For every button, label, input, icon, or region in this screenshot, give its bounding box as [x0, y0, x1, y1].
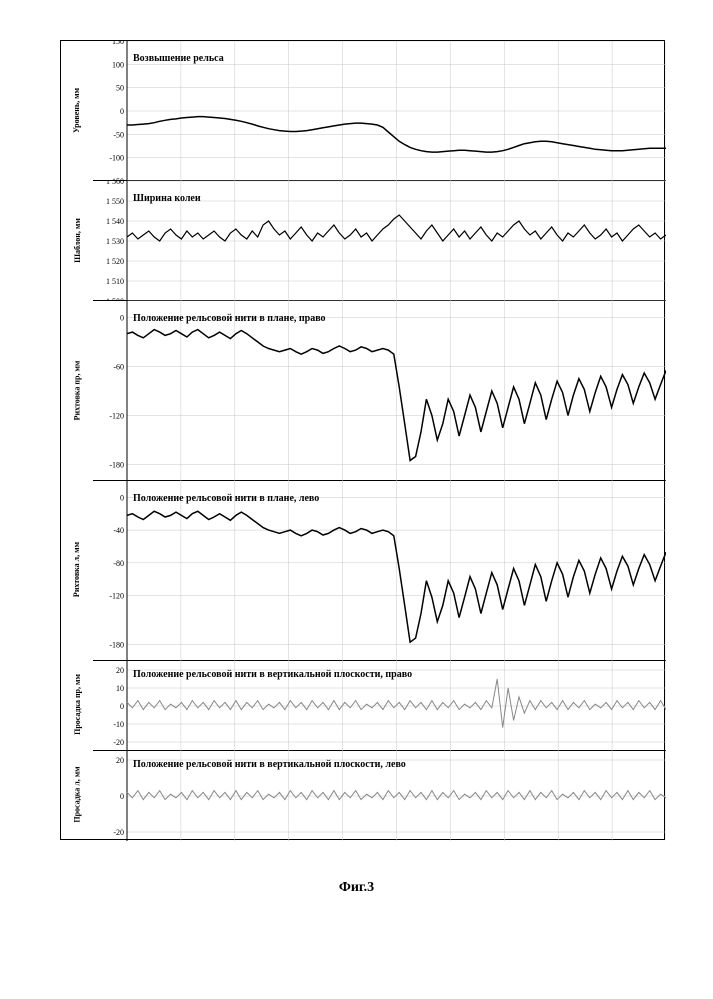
svg-text:-20: -20: [113, 828, 124, 837]
chart-title: Возвышение рельса: [133, 53, 224, 64]
chart-panel: -20 -10 0 10 20 Положение рельсовой нити в ве…: [93, 661, 666, 751]
svg-text:0: 0: [120, 493, 124, 502]
y-axis-label: Рихтовка л, мм: [61, 480, 93, 660]
svg-text:1 540: 1 540: [106, 217, 124, 226]
charts-column: -150-100-50050100150Возвышение рельса1 5…: [93, 41, 666, 839]
y-axis-label: Шаблон, мм: [61, 181, 93, 301]
svg-text:-80: -80: [113, 559, 124, 568]
svg-text:0: 0: [120, 792, 124, 801]
y-axis-label: Просадка л, мм: [61, 749, 93, 839]
svg-text:-180: -180: [109, 461, 124, 470]
svg-text:20: 20: [116, 756, 124, 765]
svg-text:1 530: 1 530: [106, 237, 124, 246]
svg-text:-180: -180: [109, 641, 124, 650]
chart-panel: -180 -120 -60 0 Положение рельсовой нити в п…: [93, 301, 666, 481]
chart-frame: Уровень, ммШаблон, ммРихтовка пр, ммРихт…: [60, 40, 665, 840]
chart-panel: -150-100-50050100150Возвышение рельса: [93, 41, 666, 181]
chart-title: Положение рельсовой нити в вертикальной …: [133, 669, 412, 680]
chart-title: Положение рельсовой нити в вертикальной …: [133, 759, 406, 770]
svg-text:-40: -40: [113, 526, 124, 535]
svg-text:20: 20: [116, 666, 124, 675]
svg-text:50: 50: [116, 84, 124, 93]
svg-text:-60: -60: [113, 362, 124, 371]
svg-text:-10: -10: [113, 720, 124, 729]
svg-text:100: 100: [112, 60, 124, 69]
svg-text:1 510: 1 510: [106, 277, 124, 286]
chart-title: Положение рельсовой нити в плане, право: [133, 313, 326, 324]
svg-text:-100: -100: [109, 154, 124, 163]
y-axis-labels-column: Уровень, ммШаблон, ммРихтовка пр, ммРихт…: [61, 41, 93, 839]
svg-text:0: 0: [120, 702, 124, 711]
svg-text:1 560: 1 560: [106, 181, 124, 186]
y-axis-label: Рихтовка пр, мм: [61, 300, 93, 480]
svg-text:10: 10: [116, 684, 124, 693]
svg-text:-120: -120: [109, 592, 124, 601]
chart-panel: 1 5001 5101 5201 5301 5401 5501 560Ширин…: [93, 181, 666, 301]
y-axis-label: Просадка пр, мм: [61, 659, 93, 749]
figure-caption: Фиг.3: [0, 880, 713, 896]
svg-text:1 550: 1 550: [106, 197, 124, 206]
svg-text:-120: -120: [109, 412, 124, 421]
svg-text:1 520: 1 520: [106, 257, 124, 266]
svg-text:-20: -20: [113, 738, 124, 747]
svg-text:-50: -50: [113, 130, 124, 139]
chart-title: Положение рельсовой нити в плане, лево: [133, 493, 319, 504]
chart-title: Ширина колеи: [133, 193, 201, 204]
svg-text:150: 150: [112, 41, 124, 46]
chart-panel: -20 0 20 Положение рельсовой нити в вертика…: [93, 751, 666, 841]
svg-text:0: 0: [120, 107, 124, 116]
chart-panel: -180 -120 -80 -40 0 Положение рельсовой нити …: [93, 481, 666, 661]
svg-text:0: 0: [120, 313, 124, 322]
y-axis-label: Уровень, мм: [61, 41, 93, 181]
